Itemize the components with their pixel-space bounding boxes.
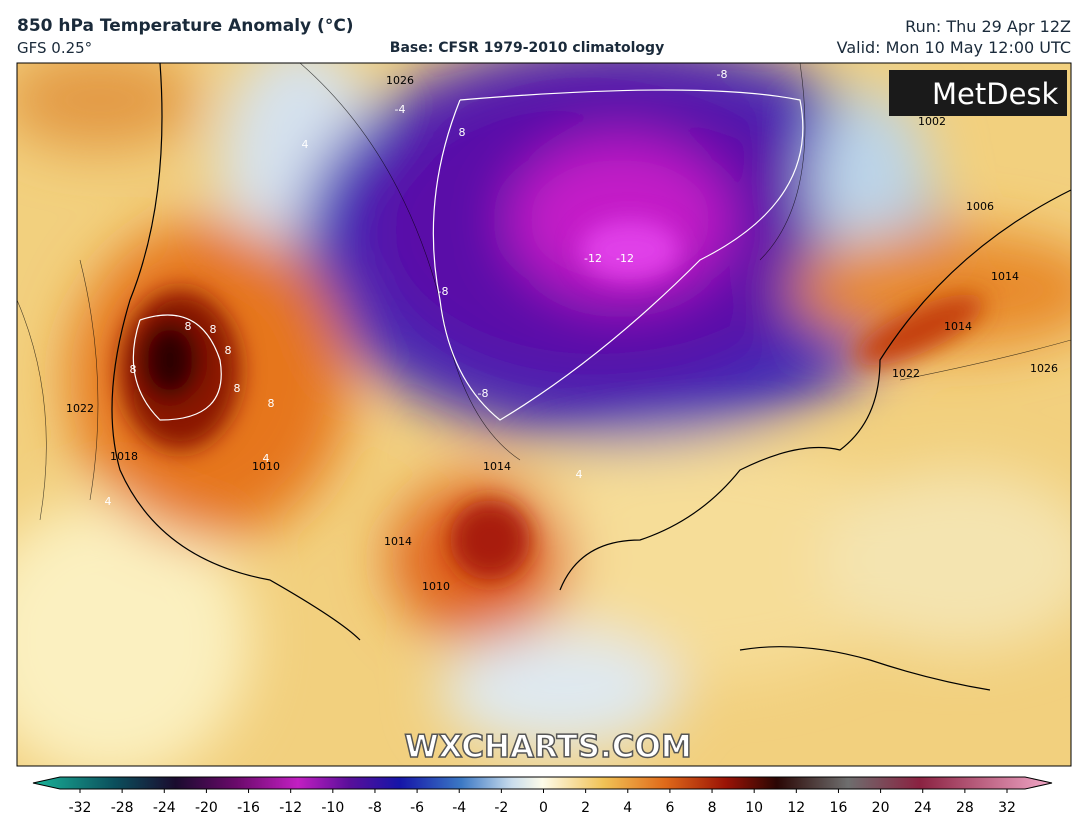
model: GFS 0.25° (17, 39, 92, 57)
colorbar-tick-label: -28 (111, 800, 134, 816)
watermark: WXCHARTS.COM (404, 729, 691, 765)
isotherm-label: -8 (478, 387, 489, 400)
isotherm-label: -8 (438, 285, 449, 298)
isotherm-label: 4 (302, 138, 309, 151)
isotherm-label: 4 (105, 495, 112, 508)
title: 850 hPa Temperature Anomaly (°C) (17, 16, 354, 36)
isobar-label: 1014 (384, 535, 412, 548)
colorbar-tick-label: -2 (494, 800, 508, 816)
map (17, 63, 1071, 766)
colorbar-tick-label: 6 (665, 800, 674, 816)
colorbar-tick-label: 4 (623, 800, 632, 816)
colorbar-tick-label: 2 (581, 800, 590, 816)
map-frame (16, 62, 1072, 767)
isobar-label: 1022 (66, 402, 94, 415)
isobar-label: 1022 (892, 367, 920, 380)
colorbar-tick-label: 12 (787, 800, 805, 816)
isotherm-label: 8 (234, 382, 241, 395)
colorbar-tick-label: 16 (830, 800, 848, 816)
isobar-label: 1026 (1030, 362, 1058, 375)
isotherm-label: 8 (210, 323, 217, 336)
isobar-label: 1006 (966, 200, 994, 213)
colorbar-tick-label: -16 (237, 800, 260, 816)
isotherm-label: 8 (130, 363, 137, 376)
isobar-label: 1018 (110, 450, 138, 463)
colorbar (32, 776, 1053, 790)
colorbar-tick-label: 32 (998, 800, 1016, 816)
colorbar-tick-label: -32 (69, 800, 92, 816)
colorbar-tick-label: 10 (745, 800, 763, 816)
isotherm-label: -8 (717, 68, 728, 81)
isotherm-label: 4 (576, 468, 583, 481)
isotherm-label: 8 (268, 397, 275, 410)
colorbar-tick-label: -10 (321, 800, 344, 816)
colorbar-tick-label: 24 (914, 800, 932, 816)
run: Run: Thu 29 Apr 12Z (905, 17, 1071, 36)
isobar-label: 1010 (252, 460, 280, 473)
isotherm-label: -12 (616, 252, 634, 265)
isobar-label: 1026 (386, 74, 414, 87)
isotherm-label: 8 (459, 126, 466, 139)
colorbar-tick-label: -24 (153, 800, 176, 816)
isotherm-label: 8 (185, 320, 192, 333)
colorbar-tick-label: -12 (279, 800, 302, 816)
colorbar-tick-label: 8 (708, 800, 717, 816)
base: Base: CFSR 1979-2010 climatology (390, 40, 664, 56)
isobar-label: 1014 (991, 270, 1019, 283)
colorbar-tick-label: -20 (195, 800, 218, 816)
isotherm-label: -12 (584, 252, 602, 265)
colorbar-tick-label: -8 (368, 800, 382, 816)
colorbar-tick-label: 0 (539, 800, 548, 816)
isotherm-label: -4 (395, 103, 406, 116)
isobar-label: 1014 (483, 460, 511, 473)
isobar-label: 1014 (944, 320, 972, 333)
isotherm-label: 4 (263, 452, 270, 465)
isobar-label: 1010 (422, 580, 450, 593)
logo-box (889, 70, 1067, 116)
valid: Valid: Mon 10 May 12:00 UTC (837, 38, 1071, 57)
logo: MetDesk (932, 77, 1059, 111)
colorbar-tick-label: -6 (410, 800, 424, 816)
colorbar-tick-label: -4 (452, 800, 466, 816)
colorbar-tick-label: 28 (956, 800, 974, 816)
isobar-label: 1002 (918, 115, 946, 128)
colorbar-tick-label: 20 (872, 800, 890, 816)
isotherm-label: 8 (225, 344, 232, 357)
